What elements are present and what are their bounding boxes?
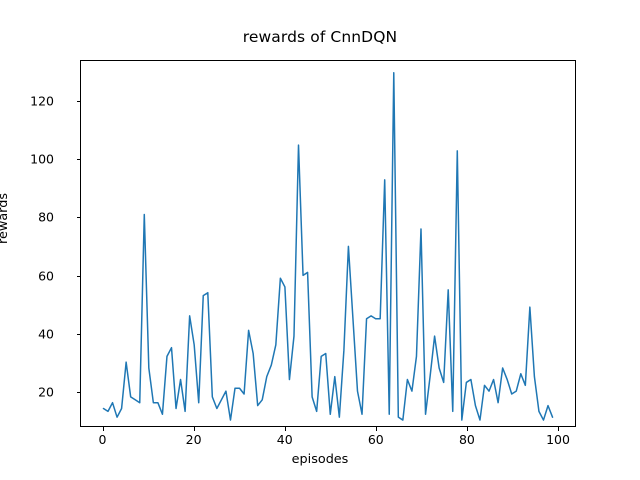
x-tick-label: 100: [546, 432, 570, 447]
x-tick-mark: [193, 427, 195, 431]
y-axis-label: rewards: [0, 192, 11, 244]
x-tick-mark: [102, 427, 104, 431]
y-tick-label: 60: [38, 268, 54, 283]
x-tick-label: 80: [458, 432, 475, 447]
chart-title: rewards of CnnDQN: [242, 28, 398, 46]
x-tick-label: 40: [276, 432, 293, 447]
x-tick-label: 60: [367, 432, 384, 447]
y-tick-label: 80: [38, 209, 54, 225]
y-tick-label: 120: [30, 93, 54, 109]
x-tick-mark: [375, 427, 377, 431]
y-tick-label: 20: [38, 384, 54, 400]
x-tick-mark: [466, 427, 468, 431]
line-plot: [81, 61, 575, 426]
x-tick-mark: [284, 427, 286, 431]
plot-axes-area: [80, 60, 576, 427]
x-axis-label: episodes: [291, 452, 349, 467]
y-tick-mark: [76, 159, 80, 161]
y-tick-mark: [76, 100, 80, 102]
y-tick-mark: [76, 275, 80, 277]
x-tick-label: 20: [185, 432, 202, 447]
x-tick-label: 0: [98, 432, 107, 447]
y-tick-label: 40: [38, 326, 54, 342]
rewards-line-series: [103, 73, 552, 420]
y-tick-mark: [76, 217, 80, 219]
y-tick-mark: [76, 333, 80, 335]
y-tick-mark: [76, 391, 80, 394]
y-tick-label: 100: [30, 151, 54, 167]
x-tick-mark: [558, 427, 560, 431]
